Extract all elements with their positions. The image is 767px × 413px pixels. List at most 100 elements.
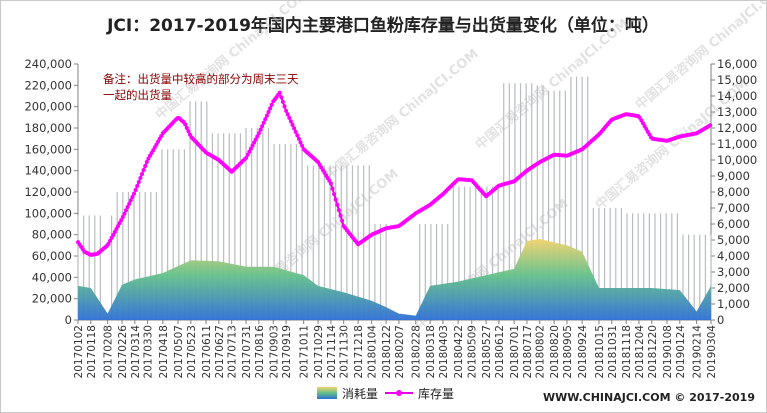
x-tick-label: 20170919	[281, 325, 293, 378]
inventory-point	[263, 117, 268, 122]
inventory-point	[132, 191, 136, 196]
inventory-point	[130, 195, 135, 199]
right-tick-label: 5,000	[717, 233, 750, 247]
inventory-point	[333, 197, 338, 202]
right-tick-label: 1,000	[717, 297, 750, 311]
inventory-point	[128, 198, 133, 203]
legend-bar-label: 消耗量	[342, 387, 378, 401]
x-tick-label: 20180820	[549, 325, 561, 378]
x-tick-label: 20181031	[607, 325, 619, 378]
x-tick-label: 20170208	[103, 325, 115, 378]
inventory-point	[135, 184, 140, 188]
x-tick-label: 20171029	[313, 325, 325, 378]
right-tick-label: 3,000	[717, 265, 750, 279]
inventory-point	[186, 129, 191, 134]
inventory-point	[117, 221, 122, 226]
inventory-point	[112, 230, 117, 234]
x-tick-label: 20180905	[562, 325, 574, 378]
inventory-point	[708, 123, 713, 128]
inventory-point	[143, 164, 148, 168]
inventory-point	[328, 181, 333, 186]
inventory-point	[261, 120, 266, 125]
inventory-point	[250, 143, 255, 148]
right-tick-label: 10,000	[717, 153, 757, 167]
x-tick-label: 20170418	[158, 325, 170, 378]
right-tick-label: 7,000	[717, 201, 750, 215]
inventory-point	[290, 122, 295, 127]
left-tick-label: 180,000	[24, 121, 72, 135]
inventory-point	[136, 180, 141, 184]
inventory-point	[300, 143, 305, 148]
x-tick-label: 20171011	[299, 325, 311, 378]
x-tick-label: 20181204	[634, 325, 646, 379]
inventory-point	[127, 201, 132, 206]
inventory-point	[111, 233, 116, 237]
right-tick-label: 6,000	[717, 217, 750, 231]
legend: 消耗量 库存量	[317, 386, 454, 401]
inventory-point	[338, 213, 343, 218]
x-tick-label: 20170611	[201, 325, 213, 378]
x-tick-label: 20190214	[692, 325, 704, 379]
inventory-point	[264, 113, 269, 118]
left-tick-label: 240,000	[24, 57, 72, 71]
right-tick-label: 16,000	[717, 57, 757, 71]
x-tick-label: 20180122	[381, 325, 393, 378]
x-tick-label: 20180701	[509, 325, 521, 378]
inventory-point	[336, 208, 341, 213]
inventory-point	[293, 129, 298, 134]
inventory-point	[332, 192, 337, 197]
inventory-point	[285, 112, 290, 117]
x-tick-label: 20180802	[535, 325, 547, 378]
inventory-point	[244, 155, 249, 160]
left-tick-label: 100,000	[24, 206, 72, 220]
right-tick-label: 15,000	[717, 73, 757, 87]
chart-note-line2: 一起的出货量	[103, 88, 172, 102]
inventory-point	[279, 95, 284, 100]
inventory-point	[133, 188, 138, 192]
inventory-point	[296, 136, 301, 141]
left-tick-label: 20,000	[32, 292, 72, 306]
right-tick-label: 12,000	[717, 121, 757, 135]
inventory-point	[106, 241, 111, 246]
x-tick-label: 20170118	[86, 325, 98, 378]
left-tick-label: 160,000	[24, 142, 72, 156]
left-tick-label: 0	[65, 313, 72, 327]
inventory-point	[141, 168, 146, 172]
left-tick-label: 140,000	[24, 164, 72, 178]
x-tick-label: 20180612	[494, 325, 506, 378]
inventory-point	[252, 140, 257, 145]
inventory-point	[269, 102, 274, 107]
x-tick-label: 20180318	[425, 325, 437, 378]
inventory-point	[330, 186, 335, 191]
x-tick-label: 20170330	[143, 325, 155, 378]
inventory-point	[284, 108, 289, 113]
inventory-point	[144, 160, 149, 164]
x-tick-label: 20180717	[522, 325, 534, 378]
x-tick-label: 20170731	[241, 325, 253, 378]
inventory-point	[116, 224, 120, 229]
x-tick-label: 20170314	[130, 325, 142, 379]
left-tick-label: 80,000	[32, 228, 72, 242]
inventory-point	[295, 133, 300, 138]
inventory-point	[287, 115, 292, 120]
inventory-point	[258, 127, 263, 132]
inventory-point	[255, 134, 260, 139]
left-tick-label: 200,000	[24, 100, 72, 114]
x-tick-label: 20170627	[214, 325, 226, 378]
inventory-point	[292, 126, 297, 131]
inventory-point	[248, 146, 253, 151]
right-tick-label: 9,000	[717, 169, 750, 183]
inventory-point	[298, 140, 303, 145]
right-tick-label: 8,000	[717, 185, 750, 199]
x-tick-label: 20170713	[227, 325, 239, 378]
x-tick-label: 20190108	[662, 325, 674, 378]
watermark-text: 中国汇易咨询网 ChinaJCI.COM	[322, 46, 481, 183]
x-tick-label: 20180104	[367, 325, 379, 379]
x-tick-label: 20180403	[438, 325, 450, 378]
x-tick-label: 20180422	[453, 325, 465, 378]
right-tick-label: 4,000	[717, 249, 750, 263]
right-tick-label: 0	[717, 313, 724, 327]
x-tick-label: 20171114	[326, 325, 338, 379]
inventory-point	[260, 124, 265, 129]
x-tick-label: 20171218	[353, 325, 365, 378]
